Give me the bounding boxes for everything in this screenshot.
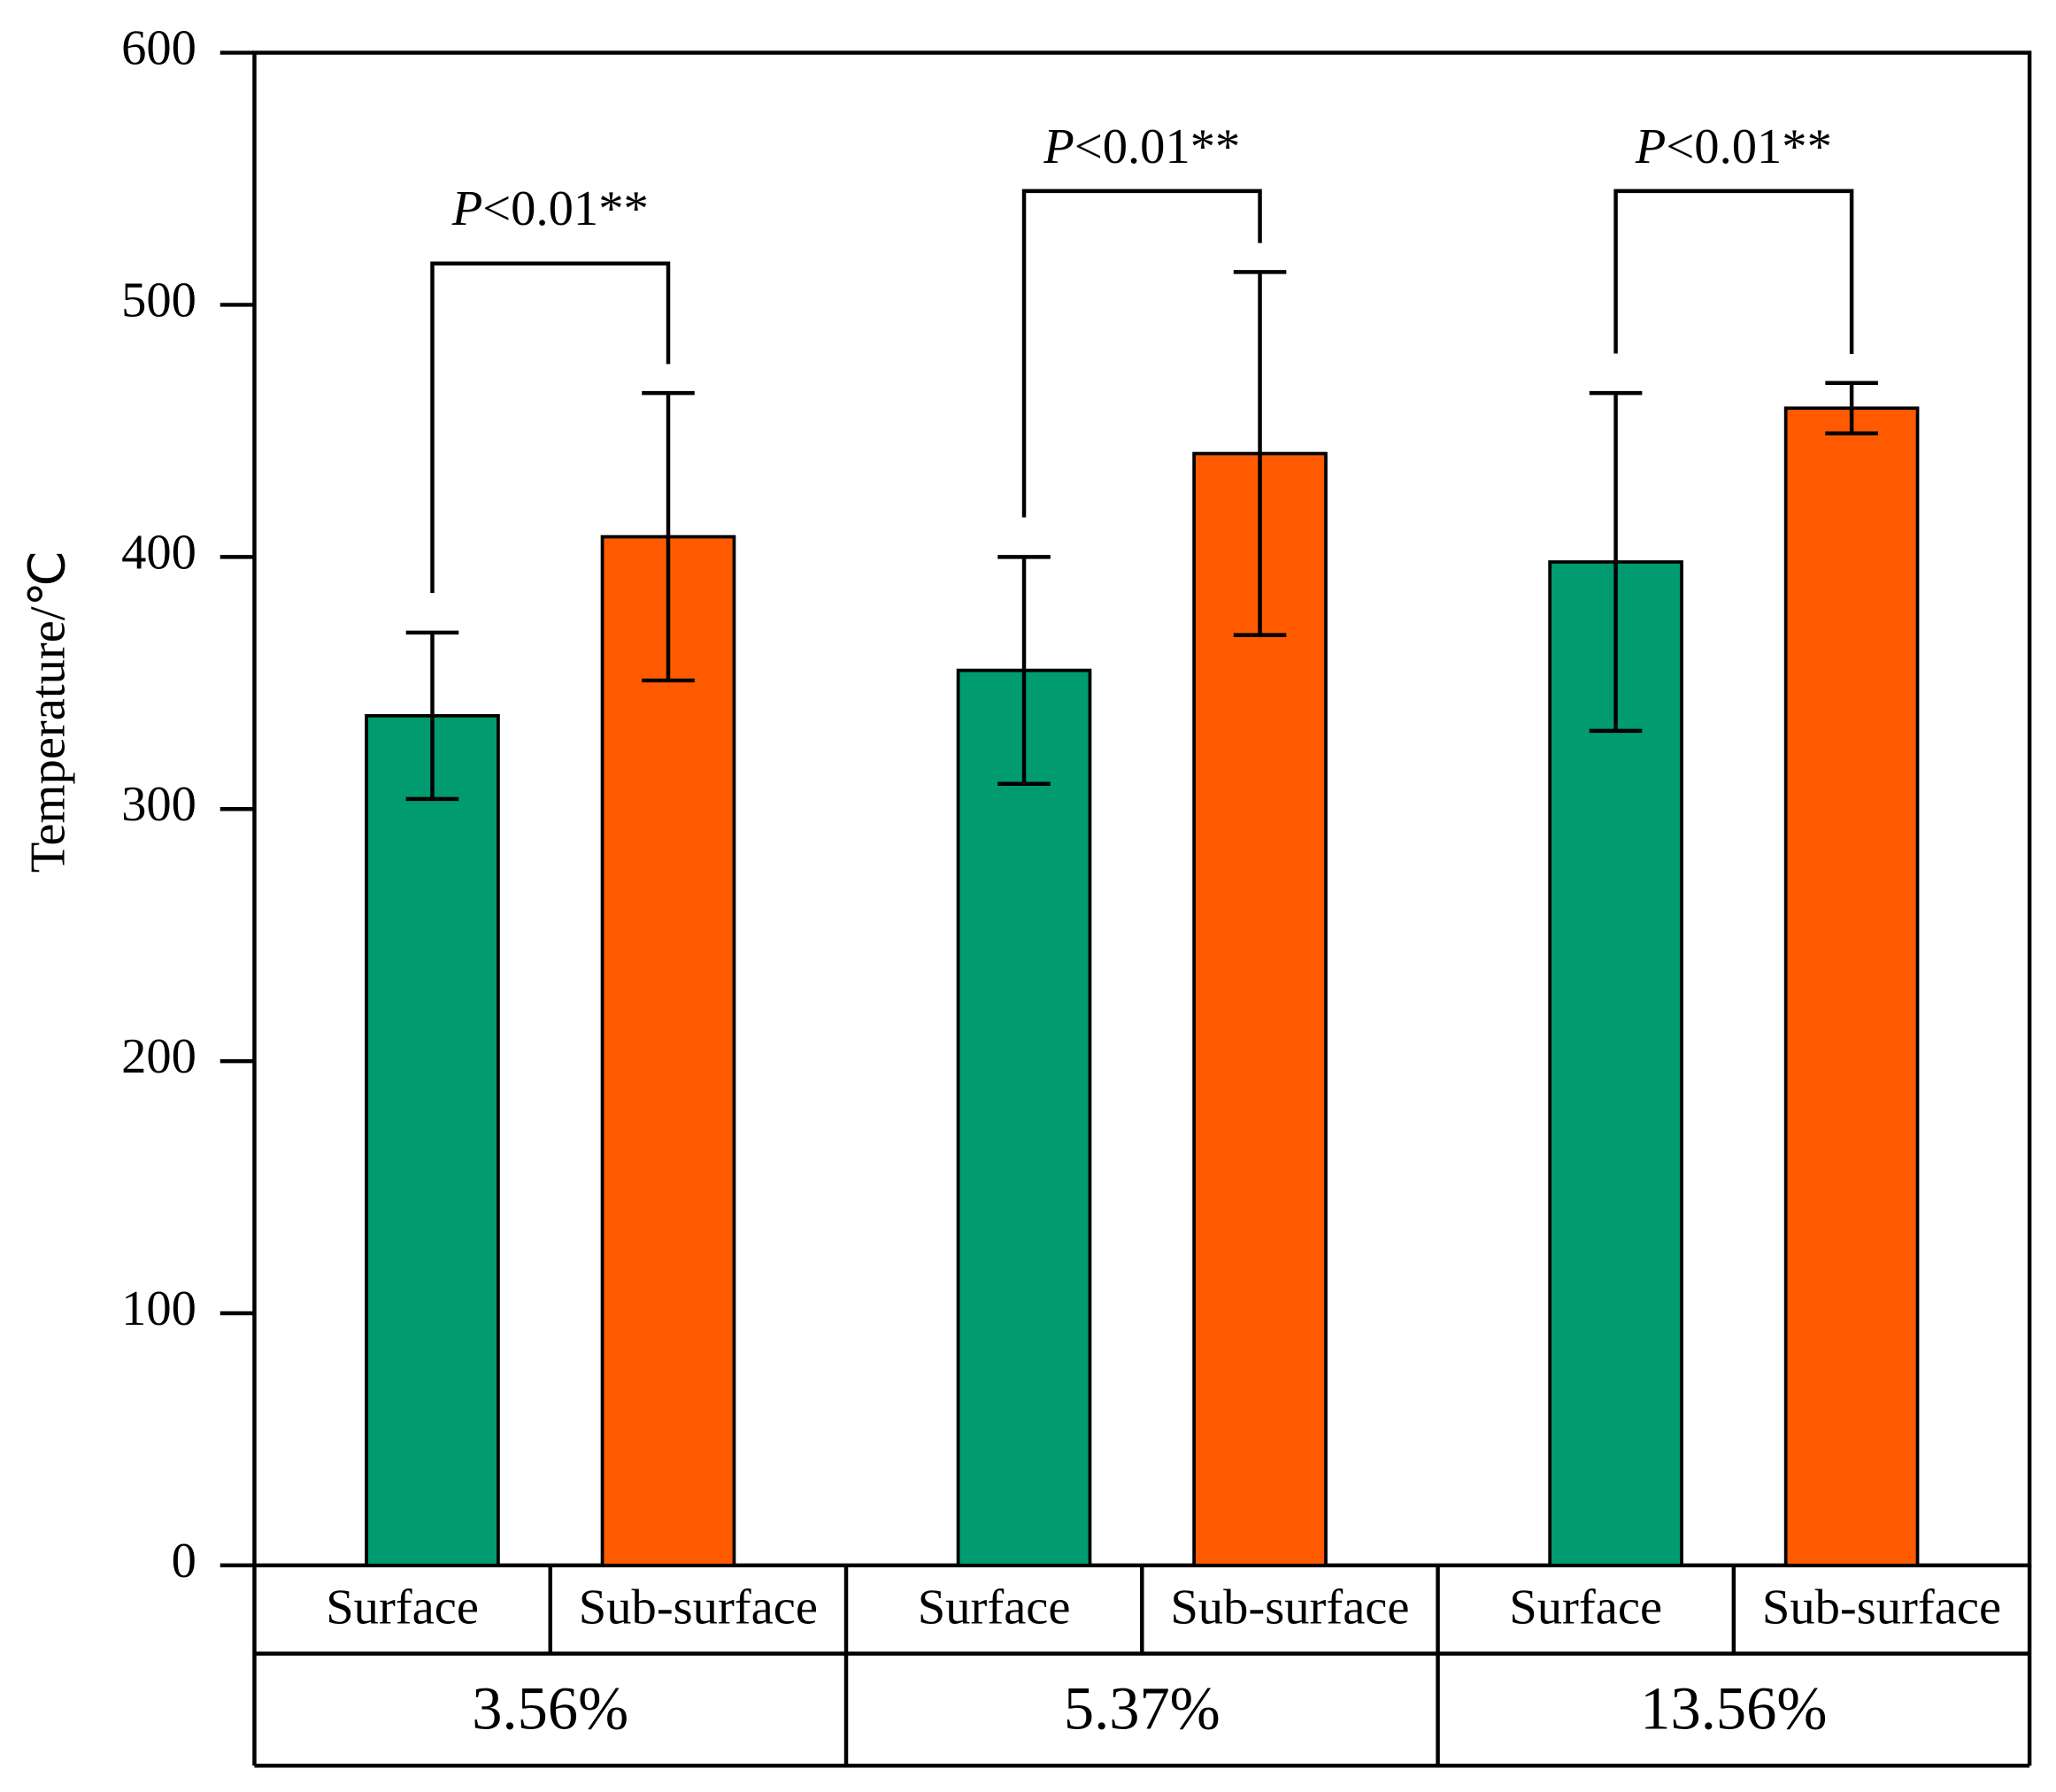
y-tick-label: 200 (121, 1029, 196, 1084)
bar (600, 535, 736, 1567)
series-label: Surface (326, 1580, 479, 1635)
group-label: 13.56% (1640, 1675, 1827, 1742)
error-bar (1825, 381, 1878, 435)
bar (956, 668, 1092, 1567)
series-label: Sub-surface (1762, 1580, 2001, 1635)
y-tick-label: 600 (121, 21, 196, 76)
annotation: P<0.01** (451, 181, 649, 236)
bar (1192, 451, 1328, 1567)
error-bar (1233, 270, 1287, 637)
series-label: Sub-surface (579, 1580, 818, 1635)
series-label: Surface (1509, 1580, 1662, 1635)
y-tick-label: 400 (121, 525, 196, 580)
series-label: Sub-surface (1170, 1580, 1409, 1635)
significance-bracket (1613, 188, 1854, 355)
y-axis-label: Temperature/℃ (21, 550, 76, 873)
error-bar (997, 555, 1051, 786)
annotation: P<0.01** (1043, 119, 1240, 174)
series-label: Surface (918, 1580, 1071, 1635)
bar (1783, 406, 1920, 1567)
error-bar (1589, 390, 1643, 734)
plot-frame (252, 50, 2032, 1568)
bar (365, 713, 500, 1567)
annotation: P<0.01** (1635, 119, 1832, 174)
y-tick-label: 300 (121, 777, 196, 832)
y-tick-label: 100 (121, 1281, 196, 1336)
significance-bracket (1021, 188, 1262, 518)
y-tick-label: 0 (172, 1534, 196, 1588)
significance-bracket (430, 261, 671, 594)
group-label: 5.37% (1064, 1675, 1221, 1742)
y-tick-label: 500 (121, 273, 196, 327)
error-bar (642, 390, 695, 683)
group-label: 3.56% (472, 1675, 628, 1742)
error-bar (405, 630, 459, 802)
